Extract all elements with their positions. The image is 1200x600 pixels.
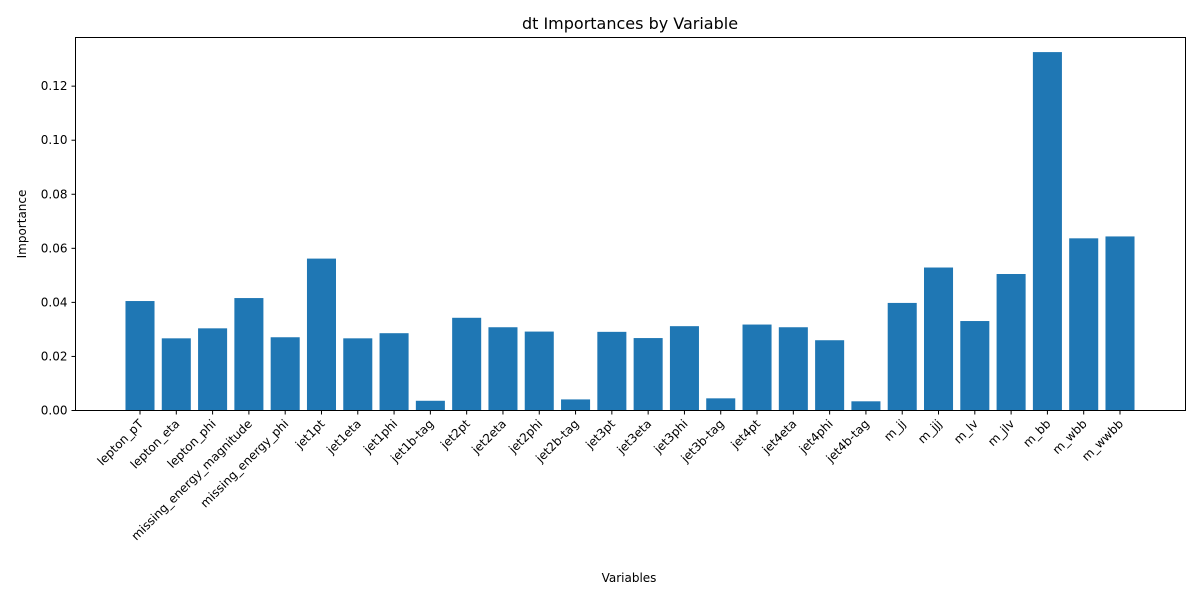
bar-jet4eta xyxy=(778,327,808,411)
bar-jet1b-tag xyxy=(415,400,445,411)
y-tick-label: 0.00 xyxy=(41,404,68,418)
x-tick-label: m_bb xyxy=(1020,417,1053,450)
bar-jet3phi xyxy=(669,326,699,411)
bar-jet1pt xyxy=(306,258,336,411)
bar-lepton_eta xyxy=(161,338,191,411)
bar-jet4phi xyxy=(815,340,845,411)
bar-m_wwbb xyxy=(1105,236,1135,411)
x-axis: lepton_pTlepton_etalepton_phimissing_ene… xyxy=(95,410,1126,543)
bar-jet2pt xyxy=(452,317,482,411)
bar-jet2eta xyxy=(488,327,518,411)
bar-m_wbb xyxy=(1069,238,1099,411)
bar-m_jjj xyxy=(924,267,954,411)
plot-frame xyxy=(75,37,1186,411)
bar-jet4pt xyxy=(742,324,772,411)
bar-jet2phi xyxy=(524,331,554,411)
bar-lepton_pT xyxy=(125,301,155,411)
bar-jet3eta xyxy=(633,338,663,411)
bar-m_bb xyxy=(1032,52,1062,411)
x-tick-label: m_jj xyxy=(881,417,908,444)
x-tick-label: jet2pt xyxy=(437,417,473,453)
x-tick-label: jet4pt xyxy=(728,417,764,453)
x-tick-label: jet4eta xyxy=(759,417,800,458)
bar-m_jlv xyxy=(996,274,1026,411)
x-axis-label: Variables xyxy=(602,571,657,585)
bar-missing_energy_magnitude xyxy=(234,298,264,411)
x-tick-label: m_jjj xyxy=(915,417,944,446)
y-tick-label: 0.08 xyxy=(41,187,68,201)
x-tick-label: jet1eta xyxy=(323,417,364,458)
y-axis: 0.00 0.02 0.04 0.06 0.08 0.10 0.12 xyxy=(41,79,76,418)
bars-group xyxy=(125,52,1135,411)
bar-m_lv xyxy=(960,321,990,411)
bar-jet3pt xyxy=(597,331,627,411)
y-tick-label: 0.10 xyxy=(41,133,68,147)
x-tick-label: jet3pt xyxy=(582,417,618,453)
x-tick-label: jet2eta xyxy=(468,417,509,458)
bar-missing_energy_phi xyxy=(270,337,300,411)
y-tick-label: 0.02 xyxy=(41,349,68,363)
bar-m_jj xyxy=(887,302,917,411)
x-tick-label: jet1pt xyxy=(292,417,328,453)
y-tick-label: 0.04 xyxy=(41,295,68,309)
x-tick-label: m_jlv xyxy=(985,417,1017,449)
bar-jet4b-tag xyxy=(851,401,881,411)
chart-title: dt Importances by Variable xyxy=(522,14,738,33)
bar-lepton_phi xyxy=(198,328,228,411)
bar-jet3b-tag xyxy=(706,398,736,411)
bar-jet1phi xyxy=(379,333,409,411)
bar-jet2b-tag xyxy=(561,399,591,411)
bar-jet1eta xyxy=(343,338,373,411)
x-tick-label: jet3eta xyxy=(614,417,655,458)
y-axis-label: Importance xyxy=(15,190,29,259)
x-tick-label: m_lv xyxy=(951,417,981,447)
y-tick-label: 0.12 xyxy=(41,79,68,93)
y-tick-label: 0.06 xyxy=(41,241,68,255)
